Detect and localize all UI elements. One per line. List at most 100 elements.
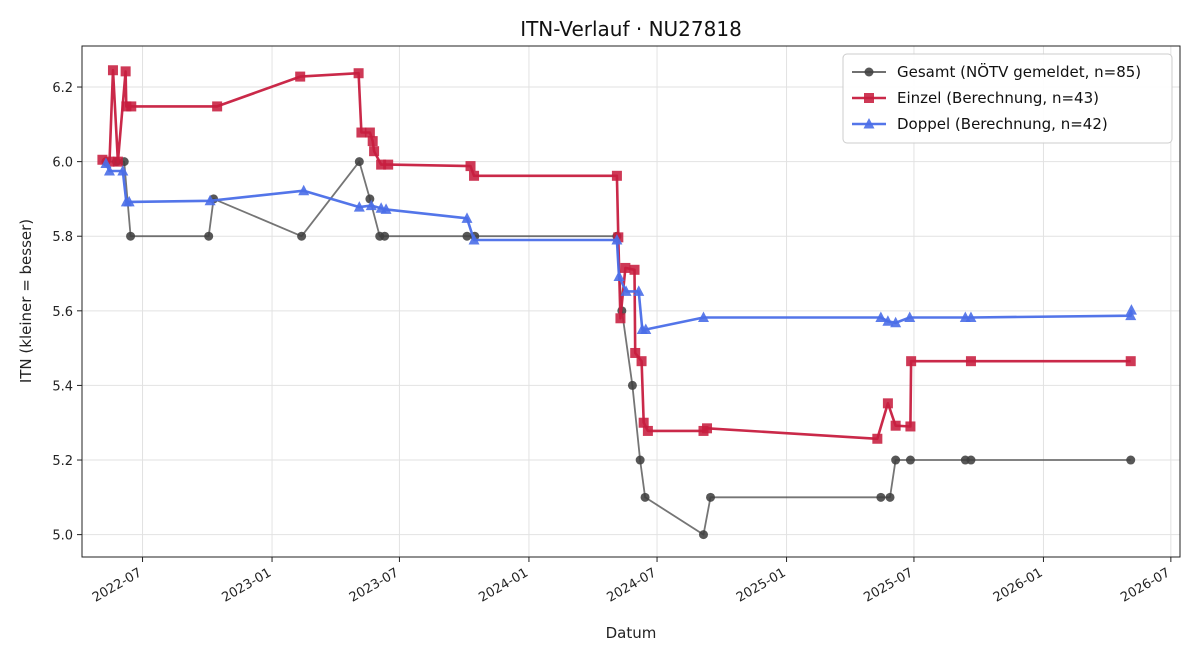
data-point-doppel	[353, 201, 365, 212]
data-point-einzel	[364, 127, 375, 138]
y-axis-title: ITN (kleiner = besser)	[17, 219, 35, 383]
data-point-einzel	[615, 313, 626, 324]
data-point-einzel	[126, 101, 137, 112]
data-point-doppel	[117, 164, 129, 176]
x-tick-label: 2026-01	[991, 565, 1046, 605]
data-point-gesamt	[380, 231, 390, 241]
y-tick-label: 5.0	[52, 529, 73, 544]
chart-title: ITN-Verlauf · NU27818	[520, 17, 742, 41]
legend: Gesamt (NÖTV gemeldet, n=85) Einzel (Bere…	[842, 53, 1173, 144]
data-point-doppel	[613, 270, 625, 282]
data-point-einzel	[107, 65, 118, 76]
data-point-doppel	[633, 285, 645, 296]
data-point-gesamt	[698, 530, 708, 540]
x-tick-label: 2023-07	[347, 565, 402, 605]
y-tick-label: 6.2	[52, 81, 73, 96]
data-point-doppel	[1125, 309, 1137, 321]
y-tick-label: 5.6	[52, 305, 73, 320]
grid-lines	[82, 46, 1180, 557]
data-point-einzel	[376, 159, 387, 170]
data-point-einzel	[1125, 356, 1136, 367]
data-point-einzel	[629, 264, 640, 275]
legend-label: Doppel (Berechnung, n=42)	[897, 115, 1108, 133]
y-axis-ticks: 5.0 5.2 5.4 5.6 5.8 6.0 6.2	[52, 81, 82, 544]
data-point-gesamt	[297, 231, 307, 241]
data-point-doppel	[298, 184, 310, 196]
data-point-gesamt	[891, 455, 901, 465]
y-tick-label: 5.8	[52, 230, 73, 245]
data-point-doppel	[875, 311, 887, 323]
data-point-einzel	[104, 156, 115, 167]
data-point-gesamt	[627, 380, 637, 390]
data-point-doppel	[103, 164, 115, 176]
legend-item-doppel: Doppel (Berechnung, n=42)	[852, 115, 1108, 133]
data-point-doppel	[965, 311, 977, 323]
x-tick-label: 2026-07	[1118, 565, 1173, 605]
data-point-einzel	[112, 156, 123, 167]
data-point-einzel	[882, 398, 893, 409]
y-tick-label: 6.0	[52, 156, 73, 171]
data-point-doppel	[890, 316, 902, 328]
x-tick-label: 2025-07	[861, 565, 916, 605]
data-point-einzel	[367, 136, 378, 147]
data-point-gesamt	[876, 492, 886, 502]
data-point-einzel	[890, 420, 901, 431]
data-point-gesamt	[885, 492, 895, 502]
data-point-einzel	[872, 433, 883, 444]
plot-frame	[81, 45, 1181, 558]
data-point-gesamt	[706, 492, 716, 502]
data-point-doppel	[461, 212, 473, 223]
y-tick-label: 5.4	[52, 379, 73, 394]
series-einzel	[97, 65, 1136, 444]
x-axis-ticks: 2022-07 2023-01 2023-07 2024-01 2024-07 2025-…	[90, 557, 1173, 606]
legend-label: Gesamt (NÖTV gemeldet, n=85)	[897, 62, 1141, 81]
data-point-einzel	[97, 154, 108, 165]
data-point-doppel	[611, 233, 623, 245]
data-point-doppel	[882, 315, 894, 326]
x-tick-label: 2025-01	[734, 565, 789, 605]
data-point-doppel	[365, 199, 377, 211]
data-point-einzel	[120, 66, 131, 77]
series-line-doppel	[104, 162, 1133, 331]
data-point-gesamt	[365, 194, 375, 204]
data-point-gesamt	[462, 231, 472, 241]
x-tick-label: 2023-01	[219, 565, 274, 605]
data-point-einzel	[295, 71, 306, 82]
legend-marker	[864, 67, 874, 77]
data-point-einzel	[702, 423, 713, 434]
data-point-doppel	[380, 203, 392, 214]
data-point-doppel	[620, 285, 632, 296]
data-point-einzel	[469, 170, 480, 181]
data-point-einzel	[383, 159, 394, 170]
data-point-doppel	[640, 323, 652, 334]
x-axis-title: Datum	[606, 624, 657, 642]
data-point-einzel	[369, 146, 380, 157]
legend-label: Einzel (Berechnung, n=43)	[897, 89, 1099, 107]
data-point-einzel	[353, 68, 364, 79]
data-point-einzel	[611, 170, 622, 181]
data-point-doppel	[204, 194, 216, 206]
data-point-einzel	[630, 347, 641, 358]
data-point-einzel	[905, 421, 916, 432]
data-point-einzel	[642, 425, 653, 436]
x-tick-label: 2024-01	[476, 565, 531, 605]
data-point-gesamt	[905, 455, 915, 465]
data-point-gesamt	[354, 157, 364, 167]
legend-marker	[863, 118, 875, 129]
data-point-gesamt	[1126, 455, 1136, 465]
data-point-einzel	[356, 127, 367, 138]
data-point-gesamt	[204, 231, 214, 241]
data-point-gesamt	[966, 455, 976, 465]
y-tick-label: 5.2	[52, 454, 73, 469]
data-point-einzel	[620, 262, 631, 273]
data-point-einzel	[636, 356, 647, 367]
data-point-doppel	[904, 311, 916, 323]
data-point-einzel	[212, 101, 223, 112]
series-doppel	[100, 157, 1137, 334]
data-point-einzel	[465, 161, 476, 172]
series-layer	[97, 65, 1137, 540]
data-point-doppel	[100, 157, 112, 168]
data-point-einzel	[906, 356, 917, 367]
data-point-gesamt	[640, 492, 650, 502]
